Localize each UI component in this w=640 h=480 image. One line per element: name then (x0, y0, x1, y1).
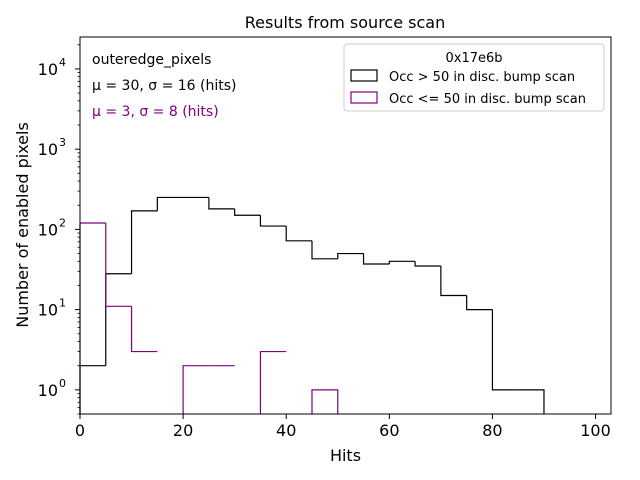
hist-bin-s0-45 (311, 240, 338, 260)
hist-bin-s0-85 (518, 389, 545, 414)
hist-bin-s0-75 (466, 295, 493, 311)
x-tick-label-80: 80 (482, 421, 502, 440)
y-tick-exponent-10000: 4 (59, 56, 66, 69)
hist-bin-s1-5 (105, 223, 132, 307)
hist-bin-s0-15 (156, 196, 184, 211)
y-tick-exponent-1000: 3 (59, 136, 66, 149)
legend-entry-black: Occ > 50 in disc. bump scan (389, 70, 575, 85)
stats-annotation-purple: μ = 3, σ = 8 (hits) (92, 104, 219, 120)
hist-bin-s0-10 (130, 210, 158, 274)
x-tick-label-60: 60 (379, 421, 399, 440)
y-tick-label-100: 10 (38, 220, 58, 239)
hist-bin-s0-30 (234, 208, 261, 216)
legend-entry-purple: Occ <= 50 in disc. bump scan (389, 92, 586, 107)
x-tick-label-0: 0 (75, 421, 85, 440)
y-tick-label-1: 10 (38, 381, 58, 400)
y-tick-label-1000: 10 (38, 140, 58, 159)
hist-bin-s0-50 (337, 252, 364, 259)
stats-annotation-black: μ = 30, σ = 16 (hits) (92, 78, 237, 94)
y-tick-label-10: 10 (38, 301, 58, 320)
chart-title: Results from source scan (245, 13, 445, 32)
y-axis-label: Number of enabled pixels (13, 122, 32, 328)
hist-bin-s0-55 (362, 253, 390, 265)
hist-bin-s0-80 (491, 309, 519, 391)
legend-swatch-black (350, 69, 378, 82)
x-tick-label-20: 20 (173, 421, 193, 440)
hist-bin-s0-35 (259, 215, 287, 227)
legend-box (343, 43, 605, 112)
hist-bin-s1-35 (259, 350, 287, 414)
axes-frame (79, 36, 612, 415)
legend-swatch-purple (350, 91, 378, 104)
y-tick-exponent-10: 1 (59, 297, 66, 310)
hist-bin-s0-25 (208, 197, 235, 210)
hist-bin-s0-40 (285, 226, 312, 242)
hist-bin-s0-70 (440, 265, 467, 297)
histogram-name-annotation: outeredge_pixels (92, 52, 211, 68)
y-tick-label-10000: 10 (38, 60, 58, 79)
y-tick-exponent-1: 0 (59, 377, 66, 390)
hist-bin-s1-20 (182, 365, 209, 414)
x-tick-label-100: 100 (580, 421, 611, 440)
x-axis-label: Hits (330, 446, 361, 465)
hist-bin-s0-60 (388, 260, 416, 265)
hist-bin-s0-65 (414, 261, 441, 267)
x-tick-label-40: 40 (276, 421, 296, 440)
y-tick-exponent-100: 2 (59, 216, 66, 229)
legend: 0x17e6b Occ > 50 in disc. bump scan Occ … (343, 43, 605, 112)
legend-title: 0x17e6b (445, 51, 502, 66)
hist-bin-s1-45 (311, 389, 339, 414)
hist-bin-s1-10 (130, 306, 158, 353)
